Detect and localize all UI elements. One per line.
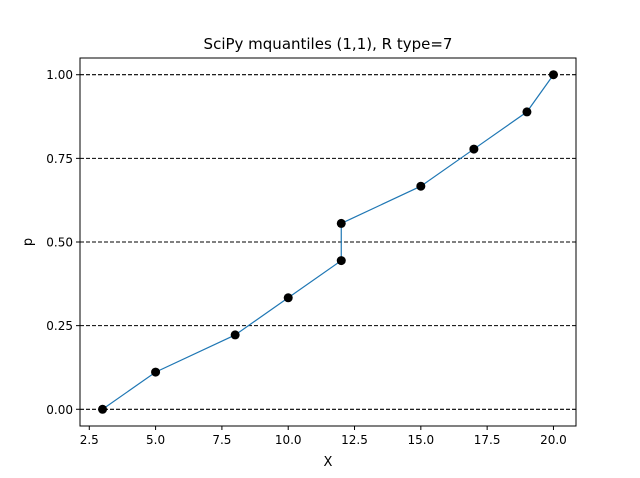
data-point [416,181,426,191]
series-line-group [102,74,554,410]
chart-title: SciPy mquantiles (1,1), R type=7 [204,35,453,53]
series-line [102,74,554,410]
data-point [283,293,293,303]
x-tick-label: 2.5 [80,433,99,447]
y-tick-label: 0.00 [46,403,73,417]
x-tick-label: 20.0 [540,433,567,447]
data-point [469,144,479,154]
x-tick-label: 17.5 [474,433,501,447]
data-point [230,330,240,340]
x-tick-label: 10.0 [275,433,302,447]
data-point [98,404,108,414]
data-point [336,218,346,228]
x-tick-label: 15.0 [407,433,434,447]
y-axis-ticks: 0.00 0.25 0.50 0.75 1.00 [46,68,80,417]
x-axis-ticks: 2.5 5.0 7.5 10.0 12.5 15.0 17.5 20.0 [80,426,567,447]
data-point [522,107,532,117]
y-tick-label: 0.75 [46,152,73,166]
y-tick-label: 0.50 [46,236,73,250]
x-tick-label: 7.5 [212,433,231,447]
y-tick-label: 1.00 [46,68,73,82]
data-point [151,367,161,377]
y-axis-title: p [21,238,36,246]
data-point [548,70,558,80]
y-tick-label: 0.25 [46,319,73,333]
x-axis-title: X [324,455,333,470]
x-tick-label: 12.5 [341,433,368,447]
x-tick-label: 5.0 [146,433,165,447]
grid-lines [80,74,576,410]
data-point [336,256,346,266]
data-points [98,70,558,414]
